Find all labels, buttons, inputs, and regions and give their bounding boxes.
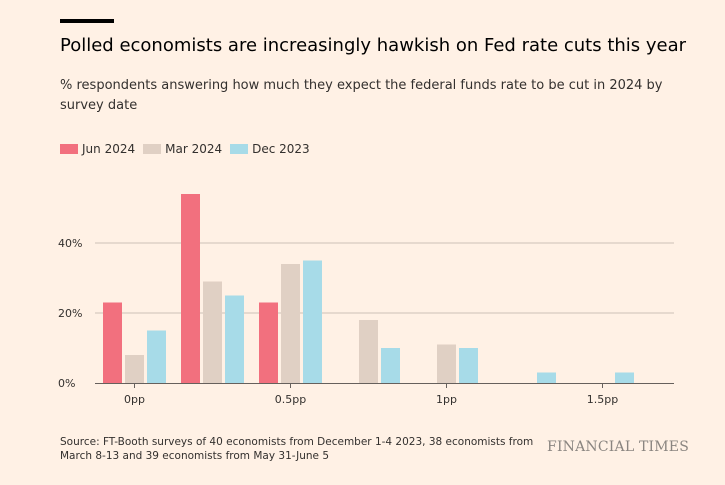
bar — [359, 320, 378, 383]
bar — [125, 355, 144, 383]
bar — [203, 281, 222, 383]
bar — [303, 260, 322, 383]
bar — [381, 348, 400, 383]
bar — [225, 295, 244, 383]
bar — [147, 330, 166, 383]
bar — [537, 372, 556, 383]
source-note: Source: FT-Booth surveys of 40 economist… — [60, 436, 534, 462]
y-tick-label: 0% — [58, 377, 75, 390]
chart-title: Polled economists are increasingly hawki… — [60, 35, 687, 56]
legend-label-dec-2023: Dec 2023 — [252, 142, 310, 156]
bar — [259, 302, 278, 383]
legend-swatch-mar-2024 — [143, 144, 162, 154]
bar — [437, 344, 456, 383]
legend-label-jun-2024: Jun 2024 — [82, 142, 136, 156]
bar — [281, 264, 300, 383]
chart-subtitle: % respondents answering how much they ex… — [60, 78, 663, 113]
legend-item-jun-2024: Jun 2024 — [60, 142, 135, 156]
x-tick-label: 0pp — [124, 393, 145, 406]
header-rule — [60, 19, 114, 23]
legend-item-dec-2023: Dec 2023 — [230, 142, 310, 156]
legend-swatch-jun-2024 — [60, 144, 78, 154]
x-tick-label: 1pp — [436, 393, 457, 406]
x-tick-label: 0.5pp — [275, 393, 306, 406]
legend-swatch-dec-2023 — [230, 144, 249, 154]
ft-logo-text: FINANCIAL TIMES — [547, 439, 689, 455]
bar — [103, 302, 122, 383]
bar — [181, 194, 200, 383]
bar — [615, 372, 634, 383]
legend-label-mar-2024: Mar 2024 — [165, 142, 223, 156]
bar — [459, 348, 478, 383]
legend-item-mar-2024: Mar 2024 — [143, 142, 222, 156]
y-tick-label: 40% — [58, 237, 82, 250]
y-tick-label: 20% — [58, 307, 82, 320]
legend: Jun 2024 Mar 2024 Dec 2023 — [60, 142, 318, 156]
x-tick-label: 1.5pp — [587, 393, 618, 406]
